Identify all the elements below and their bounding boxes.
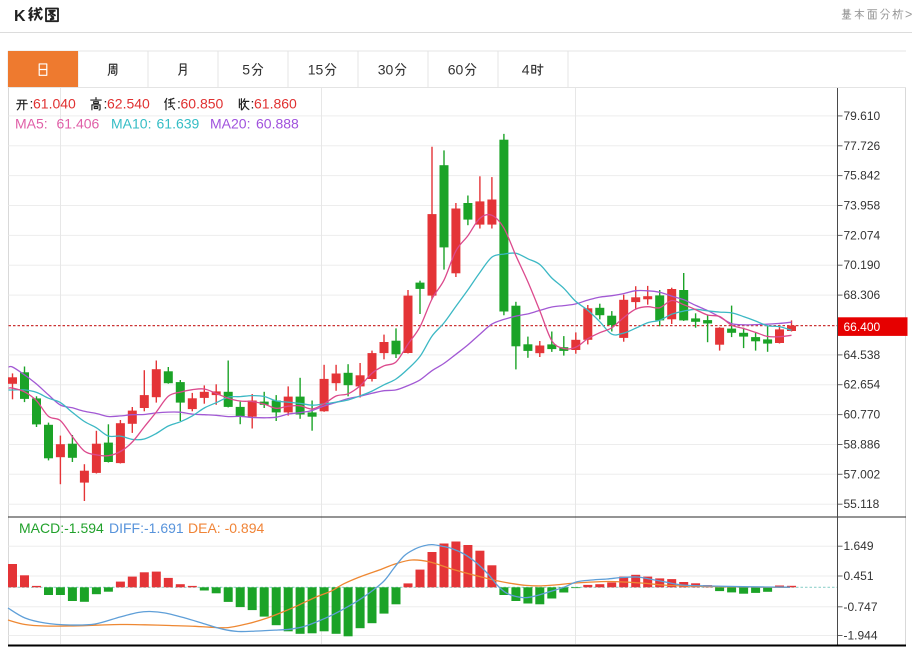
svg-text:66.400: 66.400 [844, 320, 881, 334]
svg-text:57.002: 57.002 [844, 467, 881, 481]
svg-text:55.118: 55.118 [844, 497, 880, 511]
svg-text:77.726: 77.726 [844, 139, 881, 153]
svg-text::: : [104, 96, 108, 112]
svg-text:DEA: -0.894: DEA: -0.894 [188, 520, 264, 536]
svg-text:79.610: 79.610 [844, 109, 881, 123]
svg-text:MACD:-1.594: MACD:-1.594 [19, 520, 104, 536]
svg-text:60.850: 60.850 [181, 96, 224, 112]
svg-text:5: 5 [242, 62, 250, 78]
svg-text:30: 30 [378, 62, 394, 78]
svg-text:62.654: 62.654 [844, 378, 881, 392]
svg-text:K: K [14, 8, 26, 25]
svg-text:62.540: 62.540 [107, 96, 150, 112]
svg-text:1.649: 1.649 [844, 539, 874, 553]
svg-text:70.190: 70.190 [844, 258, 881, 272]
svg-text:MA20:: MA20: [210, 116, 250, 132]
svg-text:60.888: 60.888 [256, 116, 299, 132]
svg-text:15: 15 [308, 62, 324, 78]
svg-text:MA10:: MA10: [111, 116, 151, 132]
svg-text:MA5:: MA5: [15, 116, 48, 132]
svg-text:61.406: 61.406 [57, 116, 100, 132]
svg-text:-1.944: -1.944 [844, 629, 878, 643]
svg-text::: : [177, 96, 181, 112]
svg-text:DIFF:-1.691: DIFF:-1.691 [109, 520, 184, 536]
svg-text:73.958: 73.958 [844, 199, 881, 213]
svg-text:61.860: 61.860 [254, 96, 297, 112]
svg-text:61.639: 61.639 [157, 116, 200, 132]
svg-text:60.770: 60.770 [844, 408, 881, 422]
svg-text:4: 4 [522, 62, 530, 78]
svg-text:61.040: 61.040 [33, 96, 76, 112]
svg-text:64.538: 64.538 [844, 348, 881, 362]
svg-text:72.074: 72.074 [844, 228, 881, 242]
svg-text:68.306: 68.306 [844, 288, 881, 302]
svg-text:-0.747: -0.747 [844, 600, 878, 614]
svg-text:60: 60 [448, 62, 464, 78]
svg-text:0.451: 0.451 [844, 569, 874, 583]
svg-text:75.842: 75.842 [844, 169, 881, 183]
svg-text:>: > [905, 8, 912, 22]
svg-text:58.886: 58.886 [844, 438, 881, 452]
svg-text::: : [30, 96, 34, 112]
svg-text::: : [251, 96, 255, 112]
